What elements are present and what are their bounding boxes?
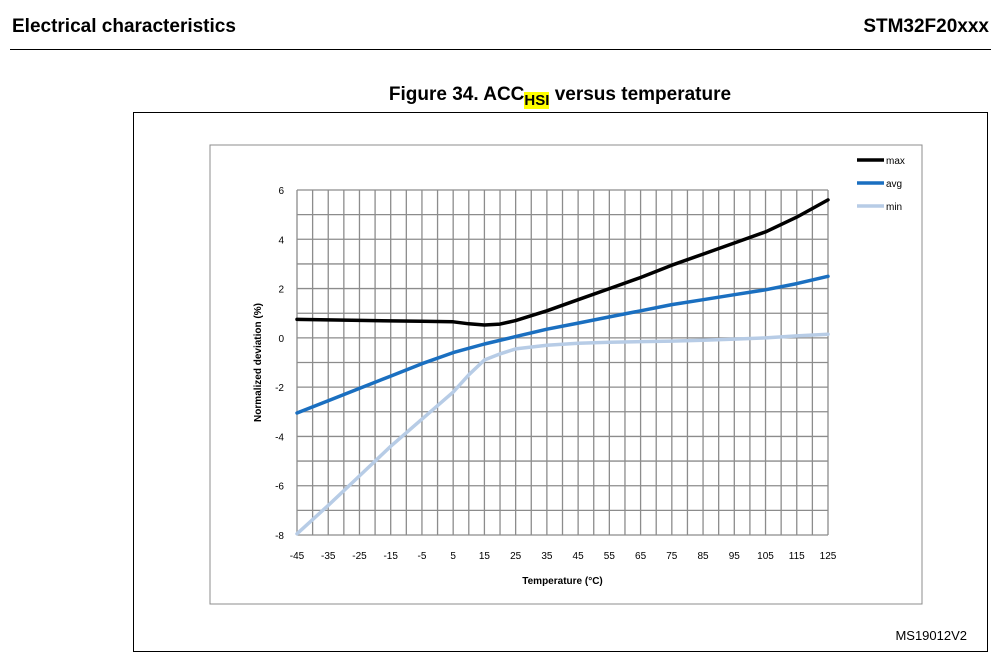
legend-label-max: max [886,156,905,167]
x-tick-label: 65 [635,551,647,562]
x-tick-label: -45 [290,551,305,562]
x-tick-label: 125 [820,551,837,562]
y-tick-label: -8 [275,531,284,542]
figure-title-suffix: versus temperature [549,84,732,105]
section-title: Electrical characteristics [12,16,236,37]
x-axis-label: Temperature (°C) [522,576,603,587]
x-tick-label: 25 [510,551,522,562]
legend-label-avg: avg [886,179,902,190]
x-tick-label: -25 [352,551,367,562]
series-line-min [295,332,830,536]
legend-label-min: min [886,202,902,213]
part-number: STM32F20xxx [863,16,989,37]
x-tick-label: 75 [666,551,678,562]
x-tick-label: 105 [757,551,774,562]
x-tick-label: 55 [604,551,616,562]
plot-area-frame [209,144,923,605]
x-tick-label: -15 [383,551,398,562]
figure-title: Figure 34. ACCHSI versus temperature [0,84,999,109]
header-rule [10,49,991,50]
y-tick-label: 6 [278,186,284,197]
x-tick-label: 35 [541,551,553,562]
figure-code: MS19012V2 [895,628,967,643]
series-line-max [295,198,830,327]
x-tick-label: 95 [729,551,741,562]
x-tick-label: -35 [321,551,336,562]
y-tick-label: -2 [275,383,284,394]
series-line-avg [295,274,830,415]
y-tick-label: 2 [278,285,284,296]
y-axis-label: Normalized deviation (%) [253,303,264,422]
y-tick-label: -6 [275,482,284,493]
y-tick-label: 0 [278,334,284,345]
figure-frame: MS19012V2 [133,112,988,652]
x-tick-label: 15 [479,551,491,562]
y-tick-label: -4 [275,432,284,443]
x-tick-label: 5 [450,551,456,562]
x-tick-label: 45 [573,551,585,562]
figure-title-subscript: HSI [524,92,550,109]
x-tick-label: 115 [789,551,805,562]
x-tick-label: -5 [417,551,426,562]
x-tick-label: 85 [697,551,709,562]
y-tick-label: 4 [278,235,284,246]
figure-title-prefix: Figure 34. ACC [388,84,525,105]
